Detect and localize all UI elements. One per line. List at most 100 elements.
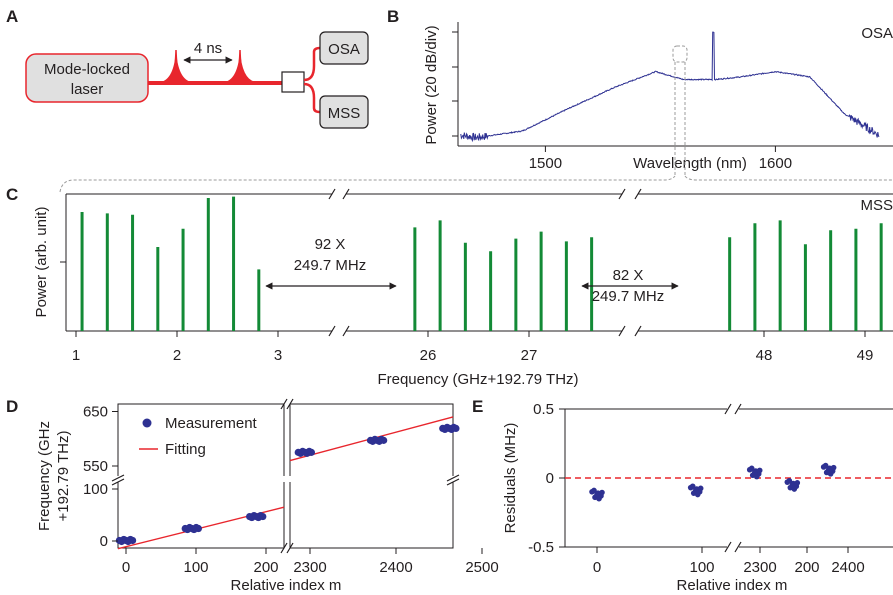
panel-label-e: E (472, 397, 483, 416)
zoom-bracket (59, 175, 893, 193)
measurement-point (307, 448, 316, 456)
measurement-point (452, 424, 460, 432)
c-x-tick-label: 48 (756, 347, 773, 364)
d-x-tick-label: 2500 (465, 559, 498, 576)
fiber-thick (148, 81, 282, 85)
b-tag-osa: OSA (861, 25, 893, 42)
b-x-ticks: 1500 1600 (529, 146, 792, 172)
residual-point (591, 487, 597, 494)
residual-point (753, 473, 760, 480)
measurement-point (380, 436, 388, 444)
c-x-tick-label: 3 (274, 347, 282, 364)
gap1-label-line2: 249.7 MHz (294, 257, 367, 274)
residual-point (697, 485, 704, 492)
pulse-fill-2 (224, 50, 256, 85)
c-x-tick-label: 2 (173, 347, 181, 364)
residual-point (751, 469, 758, 476)
measurement-point (194, 524, 202, 533)
b-x-tick-label: 1500 (529, 155, 562, 172)
b-x-label: Wavelength (nm) (633, 155, 747, 172)
d-y-tick-label: 0 (100, 533, 108, 550)
laser-label-line2: laser (71, 81, 104, 98)
residual-point (789, 482, 796, 488)
residual-point (794, 480, 801, 486)
osa-box (319, 31, 369, 65)
e-y-label: Residuals (MHz) (502, 423, 519, 534)
d-x-label: Relative index m (231, 577, 342, 594)
d-x-tick-label: 2400 (379, 559, 412, 576)
d-break-marks (111, 398, 460, 554)
gap1-label-line1: 92 X (315, 236, 346, 253)
c-tag-mss: MSS (860, 197, 893, 214)
d-y-ticks: 0 100 550 650 (83, 404, 118, 550)
c-comb-lines (80, 196, 883, 331)
measurement-point (129, 536, 137, 545)
d-x-tick-label: 100 (183, 559, 208, 576)
mss-box (319, 95, 369, 129)
d-y-label-line1: Frequency (GHz (36, 421, 53, 531)
d-break-mask (113, 476, 459, 482)
e-x-tick-label: 100 (689, 559, 714, 576)
residual-point (694, 491, 701, 498)
panel-d-fit: 0 100 550 650 0 100 200 2300 2400 2500 Frequency… (36, 398, 499, 594)
legend-measurement-marker (142, 418, 152, 428)
legend-measurement-label: Measurement (165, 415, 258, 432)
pulse-fill-1 (160, 50, 192, 85)
osa-spectrum-line (460, 31, 880, 143)
panel-c-comb: 1 2 3 26 27 48 49 Power (arb. unit) Frequency … (33, 188, 893, 388)
b-x-tick-label: 1600 (759, 155, 792, 172)
residual-point (748, 465, 755, 472)
c-axis-break-2 (618, 188, 642, 337)
panel-label-a: A (6, 7, 18, 26)
residual-point (786, 477, 793, 484)
panel-a-schematic: Mode-locked laser 4 ns OSA MSS (25, 31, 369, 129)
e-y-tick-label: 0.5 (533, 401, 554, 418)
period-label: 4 ns (194, 40, 222, 57)
residual-point (756, 467, 763, 474)
zoom-region-marker (672, 45, 688, 63)
b-y-label: Power (20 dB/div) (423, 25, 440, 144)
c-x-tick-label: 26 (420, 347, 437, 364)
e-residual-points (589, 462, 837, 502)
c-axis-break-1 (328, 188, 350, 337)
d-y-label-line2: +192.79 THz) (55, 430, 72, 521)
d-x-tick-label: 200 (253, 559, 278, 576)
e-x-tick-label: 0 (593, 559, 601, 576)
c-x-tick-label: 49 (857, 347, 874, 364)
d-x-tick-label: 2300 (293, 559, 326, 576)
split-fiber-mss (303, 82, 321, 114)
residual-point (827, 471, 834, 477)
split-fiber-osa (303, 46, 321, 82)
measurement-point (259, 512, 267, 521)
e-x-tick-label: 200 (794, 559, 819, 576)
e-y-tick-label: -0.5 (528, 539, 554, 556)
legend-fitting-label: Fitting (165, 441, 206, 458)
residual-point (825, 466, 832, 473)
e-y-ticks: -0.5 0 0.5 (528, 401, 565, 556)
coupler-box (281, 71, 305, 93)
d-y-tick-label: 650 (83, 404, 108, 421)
gap2-label-line1: 82 X (613, 267, 644, 284)
laser-label-line1: Mode-locked (44, 61, 130, 78)
panel-label-b: B (387, 7, 399, 26)
c-x-tick-label: 27 (521, 347, 538, 364)
e-x-tick-label: 2400 (831, 559, 864, 576)
laser-box (25, 53, 149, 103)
c-y-label: Power (arb. unit) (33, 207, 50, 318)
d-legend: Measurement Fitting (139, 415, 258, 458)
e-break-marks (724, 403, 742, 553)
gap2-label-line2: 249.7 MHz (592, 288, 665, 305)
panel-label-c: C (6, 185, 18, 204)
residual-point (830, 464, 837, 471)
c-x-tick-label: 1 (72, 347, 80, 364)
d-y-tick-label: 550 (83, 458, 108, 475)
residual-point (692, 487, 699, 494)
c-x-label: Frequency (GHz+192.79 THz) (377, 371, 578, 388)
panel-b-spectrum: 1500 1600 Power (20 dB/div) Wavelength (n… (59, 22, 893, 193)
residual-point (791, 486, 798, 492)
e-break-mask (727, 400, 739, 552)
osa-label: OSA (328, 41, 360, 58)
